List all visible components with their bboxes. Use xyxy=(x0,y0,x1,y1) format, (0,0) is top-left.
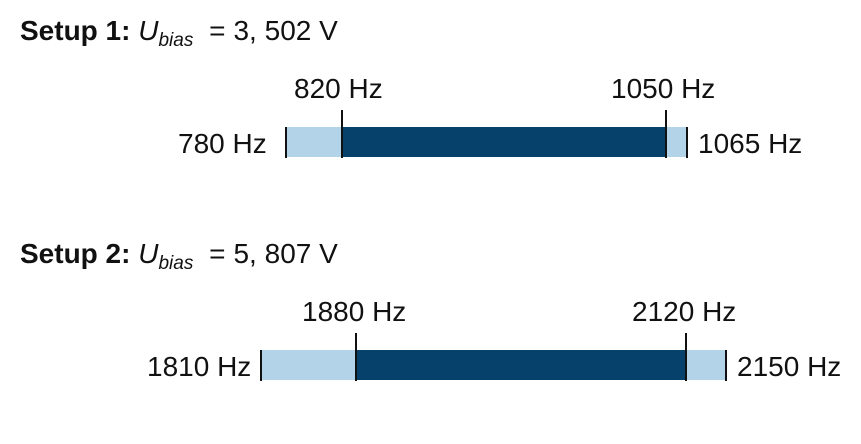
setup-2-outer-high-tick xyxy=(725,350,727,381)
setup-1-equals: = xyxy=(209,15,226,46)
setup-2-inner-low-label: 1880 Hz xyxy=(302,296,407,327)
setup-2-inner-band xyxy=(356,350,685,380)
setup-1-inner-low-tick xyxy=(341,110,343,158)
setup-2-inner-low-tick xyxy=(355,333,357,381)
setup-2-inner-high-label: 2120 Hz xyxy=(632,296,737,327)
setup-2-label: Setup 2: xyxy=(20,238,131,269)
setup-2-outer-low-label: 1810 Hz xyxy=(147,351,252,382)
setup-1-label: Setup 1: xyxy=(20,15,131,46)
setup-1-subscript: bias xyxy=(158,30,194,51)
setup-1-inner-high-tick xyxy=(665,110,667,158)
setup-1-title: Setup 1: Ubias = 3, 502 V xyxy=(20,15,338,51)
setup-2-outer-high-label: 2150 Hz xyxy=(737,351,842,382)
setup-1-inner-low-label: 820 Hz xyxy=(294,73,383,104)
setup-2-inner-high-tick xyxy=(685,333,687,381)
setup-1-variable: U xyxy=(138,15,159,46)
setup-2-variable: U xyxy=(138,238,159,269)
setup-2-subscript: bias xyxy=(158,253,194,274)
setup-1-inner-band xyxy=(342,127,665,157)
setup-1-outer-low-label: 780 Hz xyxy=(178,128,267,159)
setup-1-voltage: 3, 502 V xyxy=(233,15,338,46)
setup-2-equals: = xyxy=(209,238,226,269)
setup-2-title: Setup 2: Ubias = 5, 807 V xyxy=(20,238,338,274)
setup-1-outer-high-tick xyxy=(686,127,688,158)
setup-2-outer-low-tick xyxy=(260,350,262,381)
setup-1-outer-low-tick xyxy=(285,127,287,158)
setup-2-voltage: 5, 807 V xyxy=(233,238,338,269)
setup-1-inner-high-label: 1050 Hz xyxy=(611,73,716,104)
setup-1-outer-high-label: 1065 Hz xyxy=(698,128,803,159)
